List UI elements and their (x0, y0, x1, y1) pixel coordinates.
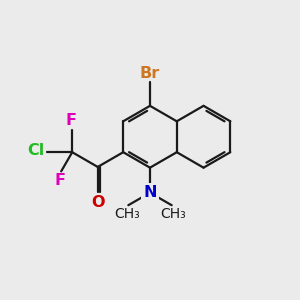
Text: F: F (65, 113, 76, 128)
Text: CH₃: CH₃ (160, 207, 186, 221)
Text: O: O (92, 196, 105, 211)
Text: CH₃: CH₃ (114, 207, 140, 221)
Text: Br: Br (140, 66, 160, 81)
Text: N: N (143, 185, 157, 200)
Text: F: F (54, 173, 65, 188)
Text: Cl: Cl (28, 143, 45, 158)
